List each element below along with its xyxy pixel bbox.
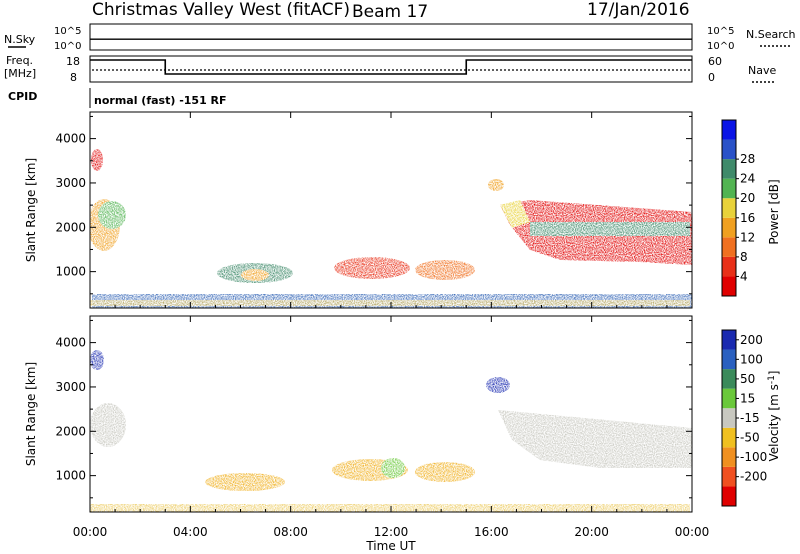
vel-echo-b	[90, 403, 126, 447]
power-tick-label-0: 4	[740, 269, 748, 283]
power-tick-label-2: 12	[740, 230, 755, 244]
x-tick-label-4: 16:00	[474, 525, 509, 539]
power-swatch-5	[722, 178, 736, 199]
x-tick-label-3: 12:00	[374, 525, 409, 539]
velocity-swatch-0	[722, 486, 736, 506]
nave-tick-bottom: 0	[708, 71, 715, 84]
x-tick-label-1: 04:00	[173, 525, 208, 539]
velocity-tick-label-7: -200	[740, 470, 767, 484]
cpid-label: CPID	[8, 90, 37, 103]
freq-unit: [MHz]	[4, 67, 36, 80]
velocity-ytick-label-2: 3000	[55, 380, 86, 394]
power-swatch-6	[722, 159, 736, 179]
power-ytick-label-2: 3000	[55, 176, 86, 190]
power-swatch-4	[722, 198, 736, 218]
freq-tick-bottom: 8	[70, 71, 77, 84]
velocity-speckle-group	[90, 350, 692, 512]
velocity-swatch-8	[722, 330, 736, 350]
power-swatch-3	[722, 217, 736, 238]
vel-echo-d2	[381, 458, 405, 478]
power-ytick-label-0: 1000	[55, 265, 86, 279]
power-echo-a	[91, 149, 103, 171]
power-echo-b2	[98, 201, 126, 229]
y-label-power: Slant Range [km]	[24, 158, 38, 262]
noise-panel	[89, 23, 693, 51]
cpid-text: normal (fast) -151 RF	[94, 94, 227, 107]
x-tick-label-2: 08:00	[273, 525, 308, 539]
y-label-velocity: Slant Range [km]	[24, 362, 38, 466]
vel-ground-scatter	[90, 504, 690, 512]
x-label: Time UT	[365, 539, 416, 553]
nsky-label: N.Sky	[4, 33, 36, 46]
power-echo-f-top	[530, 222, 690, 236]
vel-echo-e	[415, 462, 475, 482]
velocity-tick-label-4: -15	[740, 411, 760, 425]
velocity-tick-label-5: -50	[740, 431, 760, 445]
station-title: Christmas Valley West (fitACF)	[92, 0, 350, 20]
nave-tick-top: 60	[708, 55, 722, 68]
velocity-swatch-7	[722, 349, 736, 370]
power-echo-c2	[241, 269, 269, 281]
noise-tick-left-top: 10^5	[54, 26, 81, 37]
velocity-tick-label-6: -100	[740, 450, 767, 464]
power-swatch-8	[722, 120, 736, 140]
velocity-ytick-label-0: 1000	[55, 469, 86, 483]
noise-tick-right-bottom: 10^0	[707, 41, 734, 52]
x-tick-label-0: 00:00	[73, 525, 108, 539]
velocity-ytick-label-3: 4000	[55, 336, 86, 350]
power-data	[90, 149, 692, 308]
velocity-swatch-3	[722, 427, 736, 448]
noise-tick-left-bottom: 10^0	[54, 41, 81, 52]
velocity-swatch-2	[722, 447, 736, 467]
power-swatch-0	[722, 276, 736, 296]
velocity-ytick-label-1: 2000	[55, 424, 86, 438]
power-swatch-7	[722, 139, 736, 160]
power-swatch-1	[722, 256, 736, 277]
power-echo-e	[415, 260, 475, 280]
velocity-swatch-4	[722, 408, 736, 428]
power-echo-d	[334, 257, 410, 279]
freq-tick-top: 18	[66, 55, 80, 68]
velocity-tick-label-0: 200	[740, 333, 763, 347]
velocity-swatch-5	[722, 388, 736, 409]
nave-label: Nave	[748, 64, 776, 77]
vel-echo-c	[205, 473, 285, 491]
power-echo-g	[488, 179, 504, 191]
power-tick-label-1: 8	[740, 250, 748, 264]
velocity-swatch-1	[722, 466, 736, 487]
velocity-tick-label-3: 15	[740, 391, 755, 405]
power-speckle-group	[90, 149, 692, 308]
nsearch-label: N.Search	[746, 28, 796, 41]
vel-echo-a	[90, 350, 104, 370]
velocity-data	[90, 350, 692, 512]
velocity-tick-label-1: 100	[740, 352, 763, 366]
velocity-colorbar-label: Velocity [m s-1]	[767, 371, 781, 462]
power-colorbar-label: Power [dB]	[767, 179, 781, 244]
power-tick-label-6: 28	[740, 152, 755, 166]
beam-label: Beam 17	[352, 2, 428, 22]
freq-label: Freq.	[6, 54, 33, 67]
x-tick-label-5: 20:00	[574, 525, 609, 539]
freq-panel	[89, 55, 693, 83]
velocity-swatch-6	[722, 369, 736, 389]
vel-echo-f	[498, 410, 692, 468]
velocity-tick-label-2: 50	[740, 372, 755, 386]
power-ground-scatter-warm	[90, 300, 690, 306]
x-tick-label-6: 00:00	[675, 525, 710, 539]
vel-echo-g	[486, 377, 510, 393]
power-tick-label-5: 24	[740, 172, 755, 186]
velocity-frame	[89, 315, 693, 513]
power-ytick-label-3: 4000	[55, 132, 86, 146]
power-frame	[721, 119, 737, 297]
axes-group: 1000 2000 3000 4000 1000 2000 3000 4000 00:00 04:…	[55, 112, 767, 539]
power-tick-label-4: 20	[740, 191, 755, 205]
power-ytick-label-1: 2000	[55, 220, 86, 234]
noise-tick-right-top: 10^5	[707, 26, 734, 37]
power-tick-label-3: 16	[740, 211, 755, 225]
power-swatch-2	[722, 237, 736, 257]
power-echo-f-edge	[500, 200, 530, 228]
date-label: 17/Jan/2016	[587, 0, 690, 20]
freq-line	[90, 59, 692, 75]
